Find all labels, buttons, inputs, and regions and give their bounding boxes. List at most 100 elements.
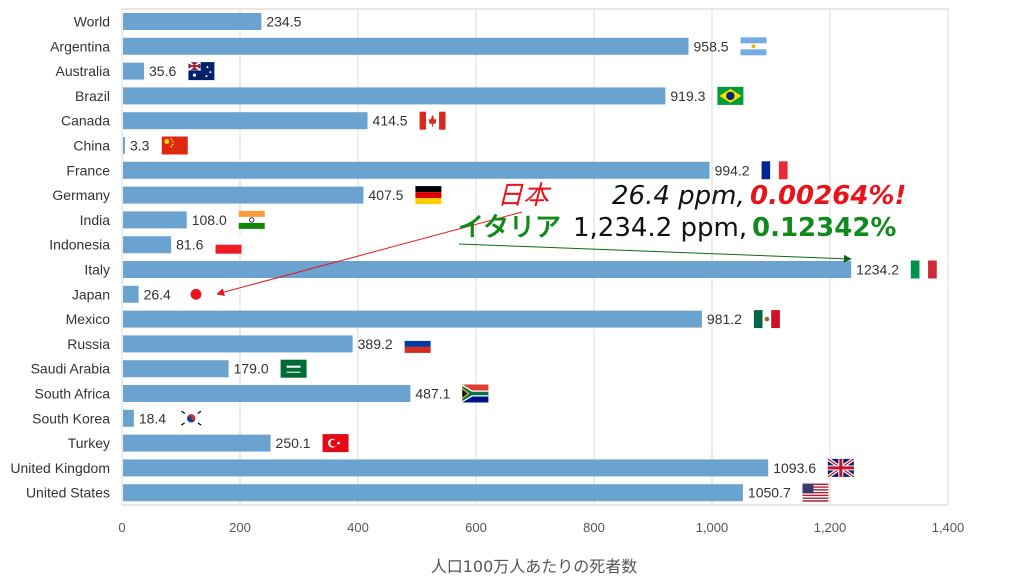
bars xyxy=(123,13,852,502)
australia-flag xyxy=(187,61,215,81)
gridlines xyxy=(121,8,949,506)
category-label: United States xyxy=(26,485,110,501)
value-label: 919.3 xyxy=(670,88,705,104)
category-label: World xyxy=(74,14,110,30)
italy-flag xyxy=(910,260,937,279)
bar xyxy=(123,13,262,30)
brazil-flag xyxy=(717,86,744,105)
value-label: 487.1 xyxy=(415,386,450,402)
category-label: Indonesia xyxy=(49,237,110,253)
saudi-arabia-flag xyxy=(280,359,307,378)
value-label: 250.1 xyxy=(276,435,311,451)
bar xyxy=(123,360,229,378)
value-labels: 234.5 958.5 35.6 919.3 414.5 3.3 994.2 407.5 108… xyxy=(130,14,899,501)
category-label: Germany xyxy=(52,187,110,203)
category-label: South Korea xyxy=(32,410,110,426)
south-korea-flag xyxy=(178,409,205,428)
category-label: Brazil xyxy=(75,88,110,104)
value-label: 18.4 xyxy=(139,410,166,426)
italy-annotation-pct: 0.12342% xyxy=(752,213,896,243)
bar xyxy=(123,211,187,229)
x-tick-label: 800 xyxy=(583,520,605,535)
value-label: 414.5 xyxy=(373,113,408,129)
x-axis-ticks: 0 200 400 600 800 1,000 1,200 1,400 xyxy=(118,520,964,535)
value-label: 958.5 xyxy=(694,38,729,54)
south-africa-flag xyxy=(462,384,489,403)
bar xyxy=(123,87,666,105)
value-label: 994.2 xyxy=(715,162,750,178)
value-label: 1050.7 xyxy=(748,485,791,501)
value-label: 35.6 xyxy=(149,63,176,79)
x-tick-label: 200 xyxy=(229,520,251,535)
category-label: France xyxy=(66,162,110,178)
value-label: 26.4 xyxy=(144,286,171,302)
japan-annotation-name: 日本 xyxy=(497,181,552,211)
category-label: Argentina xyxy=(50,38,110,54)
bar xyxy=(123,310,702,328)
bar xyxy=(123,112,368,130)
value-label: 981.2 xyxy=(707,311,742,327)
flags xyxy=(161,37,937,502)
turkey-flag xyxy=(322,434,349,453)
x-tick-label: 1,400 xyxy=(932,520,965,535)
bar xyxy=(123,285,139,303)
canada-flag xyxy=(419,111,446,130)
bar xyxy=(123,161,710,179)
russia-flag xyxy=(404,334,431,353)
japan-annotation-ppm: 26.4 ppm, xyxy=(612,181,745,211)
mexico-flag xyxy=(753,310,780,329)
italy-arrow xyxy=(458,243,852,263)
value-label: 234.5 xyxy=(266,14,301,30)
bar xyxy=(123,261,852,278)
category-label: Italy xyxy=(84,262,110,278)
bar xyxy=(123,37,689,55)
category-labels: World Argentina Australia Brazil Canada China… xyxy=(10,14,110,501)
x-tick-label: 400 xyxy=(347,520,369,535)
india-flag xyxy=(238,210,265,229)
category-label: Japan xyxy=(72,286,110,302)
bar xyxy=(123,236,172,254)
category-label: India xyxy=(80,212,111,228)
japan-flag xyxy=(182,285,209,304)
bar xyxy=(123,137,125,154)
x-tick-label: 0 xyxy=(118,520,125,535)
usa-flag xyxy=(802,483,829,502)
germany-flag xyxy=(415,186,442,205)
bar xyxy=(123,385,411,402)
value-label: 3.3 xyxy=(130,138,150,154)
bar xyxy=(123,62,145,80)
japan-annotation-pct: 0.00264%! xyxy=(750,181,906,211)
france-flag xyxy=(761,161,788,180)
indonesia-flag xyxy=(215,235,242,254)
category-label: Mexico xyxy=(66,311,111,327)
uk-flag xyxy=(826,457,855,479)
bar xyxy=(123,186,364,204)
category-label: United Kingdom xyxy=(10,460,110,476)
category-label: Turkey xyxy=(68,435,110,451)
category-label: South Africa xyxy=(35,386,111,402)
category-label: Russia xyxy=(67,336,110,352)
italy-annotation: イタリア 1,234.2 ppm, 0.12342% xyxy=(458,213,896,263)
value-label: 179.0 xyxy=(234,361,269,377)
japan-annotation: 日本 26.4 ppm, 0.00264%! xyxy=(216,181,906,296)
category-label: Australia xyxy=(56,63,111,79)
value-label: 1093.6 xyxy=(773,460,816,476)
category-label: Canada xyxy=(61,113,110,129)
x-tick-label: 1,000 xyxy=(696,520,729,535)
category-label: Saudi Arabia xyxy=(31,361,111,377)
bar xyxy=(123,459,769,477)
bar xyxy=(123,484,743,502)
bar xyxy=(123,434,271,452)
argentina-flag xyxy=(740,37,767,56)
x-tick-label: 1,200 xyxy=(814,520,847,535)
value-label: 108.0 xyxy=(192,212,227,228)
x-axis-title: 人口100万人あたりの死者数 xyxy=(431,557,638,576)
value-label: 407.5 xyxy=(368,187,403,203)
china-flag xyxy=(161,136,188,155)
category-label: China xyxy=(73,138,110,154)
japan-arrow xyxy=(216,211,523,296)
bar xyxy=(123,409,134,427)
bar xyxy=(123,335,353,353)
italy-annotation-name: イタリア xyxy=(458,213,561,243)
